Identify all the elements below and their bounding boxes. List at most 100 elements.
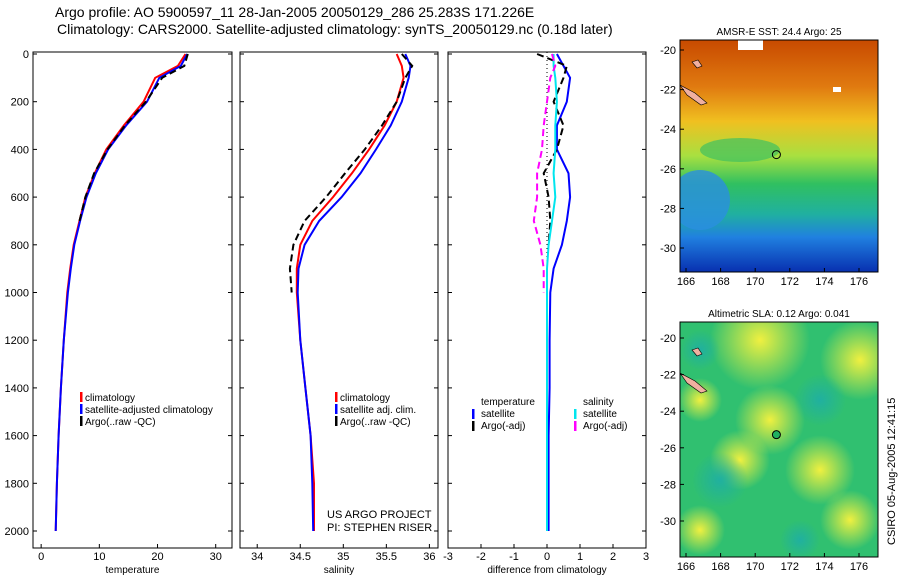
- y-tick-label: 200: [11, 97, 29, 109]
- legend-swatch: [472, 409, 475, 419]
- panel-2: -3 -2 -1 0 1 2 3 difference from climatology tem…: [443, 51, 649, 576]
- new-caledonia-coast: [680, 84, 708, 106]
- x-tick-label: 3: [643, 551, 649, 563]
- legend-label: climatology: [85, 393, 135, 404]
- x-tick-label: 2: [610, 551, 616, 563]
- sst-blob: [680, 170, 730, 230]
- y-tick-label: 1800: [5, 478, 29, 490]
- x-tick-label: 0: [544, 551, 550, 563]
- map-sla: Altimetric SLA: 0.12 Argo: 0.041 166 168 17…: [660, 309, 879, 573]
- series-line-argo-raw-qc-: [78, 53, 189, 222]
- x-tick-label: 10: [93, 551, 105, 563]
- x-tick-label: 30: [210, 551, 222, 563]
- sla-high: [680, 378, 722, 422]
- no-data-patch: [738, 40, 763, 50]
- map-x-tick-label: 176: [850, 561, 868, 573]
- panel-1: 34 34.5 35 35.5 36 salinity climatologysatelli…: [239, 51, 439, 576]
- map-x-tick-label: 172: [781, 276, 799, 288]
- sla-low: [680, 330, 720, 370]
- x-axis-label: difference from climatology: [487, 565, 606, 576]
- series-line-climatology: [295, 53, 405, 531]
- x-tick-label: 1: [577, 551, 583, 563]
- map-frame: [679, 39, 879, 273]
- map-x-tick-label: 168: [711, 276, 729, 288]
- map-y-tick-label: -28: [660, 203, 676, 215]
- map-y-tick-label: -24: [660, 406, 676, 418]
- x-tick-label: 35.5: [376, 551, 397, 563]
- plot-frame: [239, 51, 439, 549]
- map-title: Altimetric SLA: 0.12 Argo: 0.041: [708, 309, 850, 320]
- sla-high: [785, 435, 855, 505]
- island: [691, 347, 703, 357]
- map-x-tick-label: 166: [677, 561, 695, 573]
- y-tick-label: 400: [11, 144, 29, 156]
- map-x-tick-label: 168: [711, 561, 729, 573]
- map-x-tick-label: 174: [815, 276, 833, 288]
- series-line-temperature-satellite: [547, 53, 572, 531]
- y-tick-label: 1200: [5, 335, 29, 347]
- series-line-climatology: [54, 53, 187, 532]
- x-tick-label: 35: [337, 551, 349, 563]
- series-line-salinity-satellite: [546, 54, 558, 531]
- argo-location-marker: [771, 150, 781, 160]
- map-image: [680, 322, 878, 557]
- series-line-temperature-argo-adj-: [536, 53, 569, 245]
- legend: temperaturesatelliteArgo(-adj)salinitysa…: [472, 397, 627, 432]
- y-tick-label: 1600: [5, 431, 29, 443]
- legend-label: Argo(-adj): [481, 421, 525, 432]
- legend-swatch: [335, 392, 338, 402]
- new-caledonia-coast: [680, 372, 708, 394]
- map-y-tick-label: -24: [660, 124, 676, 136]
- legend-swatch: [574, 409, 577, 419]
- map-y-tick-label: -30: [660, 516, 676, 528]
- map-image: [680, 40, 878, 272]
- legend-swatch: [472, 397, 475, 407]
- legend-label: satellite: [583, 409, 617, 420]
- x-tick-label: 34.5: [290, 551, 311, 563]
- island: [691, 59, 703, 69]
- x-tick-label: -1: [509, 551, 519, 563]
- y-tick-label: 0: [23, 49, 29, 61]
- y-tick-label: 800: [11, 240, 29, 252]
- sla-high: [820, 490, 878, 550]
- sla-low: [780, 520, 820, 557]
- x-tick-label: 36: [423, 551, 435, 563]
- project-line-2: PI: STEPHEN RISER: [327, 522, 432, 534]
- legend-label: satellite: [481, 409, 515, 420]
- map-y-tick-label: -22: [660, 370, 676, 382]
- legend-swatch: [80, 416, 83, 426]
- map-x-tick-label: 166: [677, 276, 695, 288]
- map-x-tick-label: 176: [850, 276, 868, 288]
- legend-label: Argo(-adj): [583, 421, 627, 432]
- legend-label: climatology: [340, 393, 390, 404]
- map-x-tick-label: 170: [746, 561, 764, 573]
- y-tick-label: 1400: [5, 383, 29, 395]
- map-y-tick-label: -20: [660, 333, 676, 345]
- map-frame: [679, 321, 879, 558]
- plot-frame: [32, 51, 233, 549]
- x-tick-label: -2: [476, 551, 486, 563]
- sla-high: [710, 322, 810, 390]
- series-line-salinity-argo-adj-: [532, 53, 557, 293]
- legend-label: Argo(..raw -QC): [340, 417, 411, 428]
- series-line-satellite-adjusted-climatology: [54, 53, 189, 532]
- legend-label: temperature: [481, 397, 535, 408]
- x-tick-label: -3: [443, 551, 453, 563]
- legend-swatch: [335, 404, 338, 414]
- legend-swatch: [574, 421, 577, 431]
- title-line-2: Climatology: CARS2000. Satellite-adjuste…: [57, 21, 613, 37]
- sla-low: [692, 452, 748, 508]
- series-line-satellite-adj-clim-: [296, 53, 412, 532]
- x-tick-label: 20: [151, 551, 163, 563]
- map-x-tick-label: 174: [815, 561, 833, 573]
- legend-label: Argo(..raw -QC): [85, 417, 156, 428]
- credit-text: CSIRO 05-Aug-2005 12:41:15: [886, 398, 898, 545]
- legend-label: salinity: [583, 397, 614, 408]
- y-tick-label: 2000: [5, 526, 29, 538]
- legend-swatch: [80, 392, 83, 402]
- series-line-argo-raw-qc-: [288, 53, 414, 293]
- x-axis-label: temperature: [106, 565, 160, 576]
